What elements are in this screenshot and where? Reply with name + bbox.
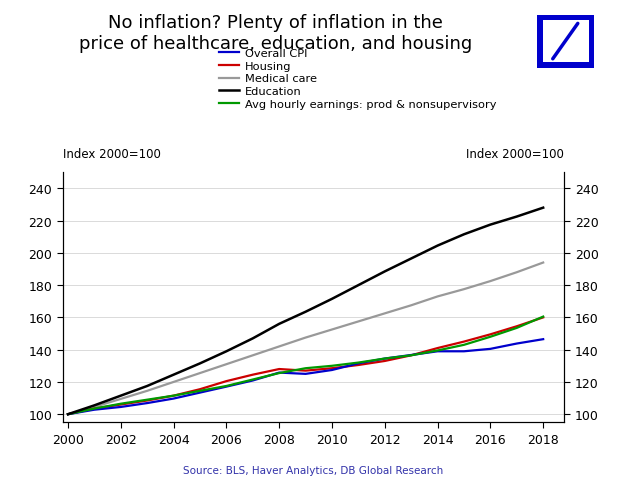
- Text: Index 2000=100: Index 2000=100: [63, 148, 161, 161]
- Text: Source: BLS, Haver Analytics, DB Global Research: Source: BLS, Haver Analytics, DB Global …: [183, 465, 444, 475]
- Legend: Overall CPI, Housing, Medical care, Education, Avg hourly earnings: prod & nonsu: Overall CPI, Housing, Medical care, Educ…: [219, 48, 497, 110]
- FancyBboxPatch shape: [543, 21, 589, 63]
- FancyBboxPatch shape: [537, 15, 594, 69]
- Text: Index 2000=100: Index 2000=100: [466, 148, 564, 161]
- Text: No inflation? Plenty of inflation in the
price of healthcare, education, and hou: No inflation? Plenty of inflation in the…: [79, 14, 473, 53]
